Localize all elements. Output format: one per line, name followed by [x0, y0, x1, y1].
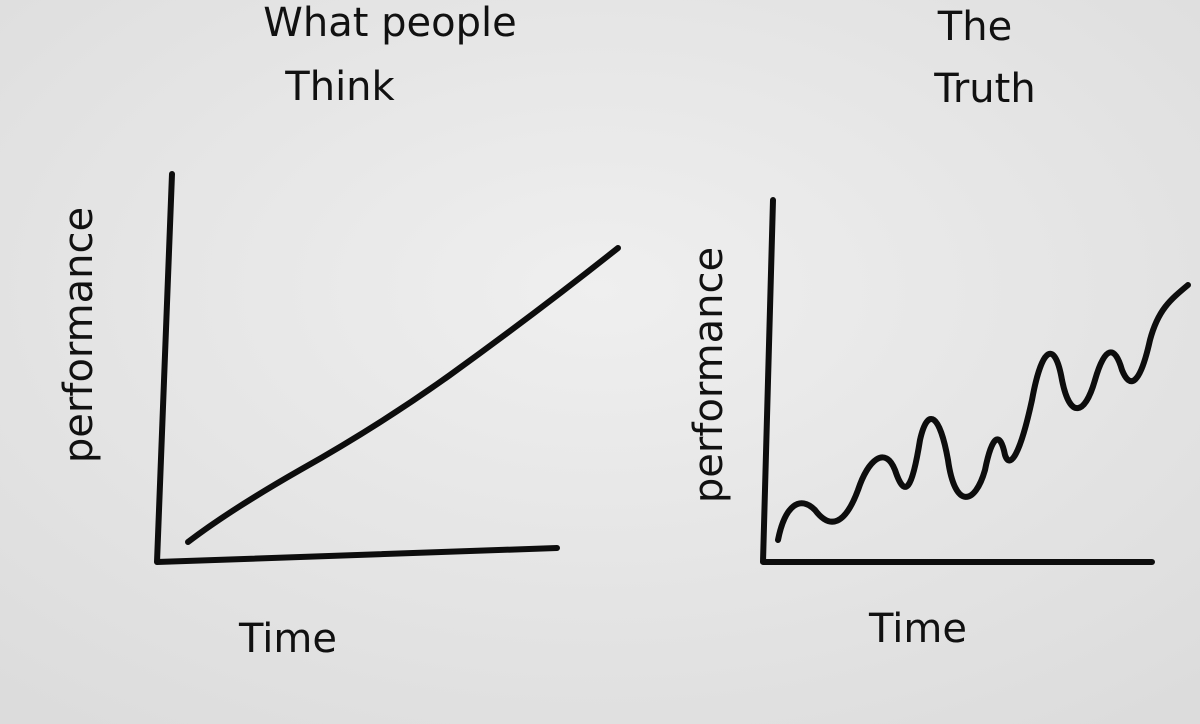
panel-right: The Truth performance Time	[686, 4, 1191, 652]
y-axis-label: performance	[686, 247, 732, 503]
title-line: What people	[263, 0, 516, 46]
x-axis-label: Time	[868, 606, 967, 652]
panel-left: What people Think performance Time	[56, 0, 621, 662]
wavy-line	[775, 282, 1191, 543]
title-line: Think	[284, 64, 395, 110]
x-axis-label: Time	[238, 616, 337, 662]
y-axis-label: performance	[56, 207, 102, 463]
axes	[760, 197, 1155, 565]
title-line: The	[937, 4, 1012, 50]
straight-line	[185, 245, 621, 545]
axes	[154, 171, 560, 565]
title-line: Truth	[933, 66, 1035, 112]
